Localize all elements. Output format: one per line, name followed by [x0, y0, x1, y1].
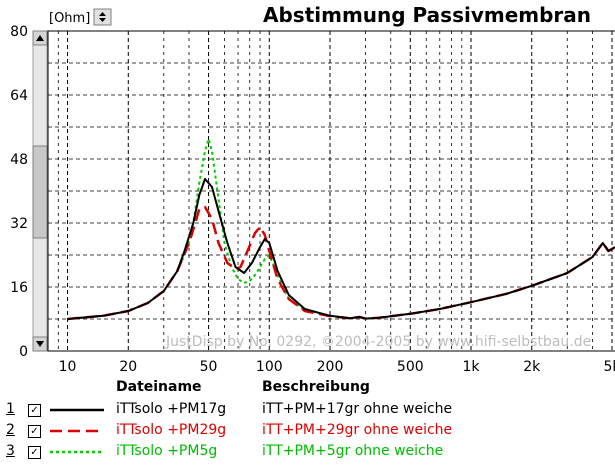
spin-up-icon[interactable] — [99, 12, 106, 16]
legend-line-swatch — [50, 408, 104, 412]
checkbox-icon[interactable]: ✓ — [28, 425, 41, 438]
watermark: JustDisp by No. 0292, ©2004-2005 by www.… — [165, 334, 591, 350]
y-tick-label: 48 — [10, 152, 28, 168]
impedance-chart: Abstimmung Passivmembran [Ohm] JustDisp … — [0, 0, 615, 376]
scrollbar-thumb[interactable] — [32, 145, 48, 239]
legend-index[interactable]: 1 — [6, 401, 15, 417]
legend: Dateiname Beschreibung 1 ✓ iTTsolo +PM17… — [0, 376, 615, 468]
legend-index[interactable]: 2 — [6, 422, 15, 438]
x-tick-labels: 10 20 50 100 200 500 1k 2k 5k — [59, 359, 615, 375]
x-tick-label: 20 — [119, 359, 137, 375]
legend-row[interactable]: 1 ✓ iTTsolo +PM17g iTT+PM+17gr ohne weic… — [0, 401, 615, 421]
chart-background — [0, 0, 615, 376]
x-tick-label: 200 — [317, 359, 344, 375]
x-tick-label: 500 — [397, 359, 424, 375]
y-scrollbar[interactable] — [32, 30, 48, 352]
arrow-up-glyph — [36, 35, 44, 41]
x-tick-label: 10 — [59, 359, 77, 375]
x-tick-label: 50 — [200, 359, 218, 375]
unit-spin-control[interactable] — [93, 8, 112, 26]
legend-row[interactable]: 2 ✓ iTTsolo +PM29g iTT+PM+29gr ohne weic… — [0, 422, 615, 442]
y-tick-labels: 80 64 48 32 16 0 — [10, 24, 28, 360]
legend-header-desc: Beschreibung — [262, 379, 370, 395]
series-lines — [67, 138, 615, 321]
y-tick-label: 16 — [10, 280, 28, 296]
legend-line-swatch — [50, 429, 104, 433]
checkbox-icon[interactable]: ✓ — [28, 446, 41, 459]
legend-index[interactable]: 3 — [6, 443, 15, 459]
y-tick-label: 0 — [19, 344, 28, 360]
spin-arrows-icon[interactable] — [93, 8, 112, 26]
legend-file: iTTsolo +PM17g — [116, 401, 227, 417]
series-line-1 — [67, 178, 615, 320]
legend-row[interactable]: 3 ✓ iTTsolo +PM5g iTT+PM+5gr ohne weiche — [0, 443, 615, 463]
grid-lines — [47, 31, 615, 351]
checkbox-icon[interactable]: ✓ — [28, 404, 41, 417]
y-tick-label: 80 — [10, 24, 28, 40]
legend-header-file: Dateiname — [116, 379, 202, 395]
plot-frame — [47, 30, 615, 352]
x-tick-label: 2k — [523, 359, 541, 375]
x-tick-label: 1k — [463, 359, 481, 375]
legend-line-swatch — [50, 450, 104, 454]
spin-down-icon[interactable] — [99, 18, 106, 22]
legend-file: iTTsolo +PM29g — [116, 422, 227, 438]
x-tick-label: 100 — [256, 359, 283, 375]
y-unit-label: [Ohm] — [49, 11, 90, 26]
x-tick-label: 5k — [604, 359, 615, 375]
chart-title: Abstimmung Passivmembran — [263, 3, 591, 27]
legend-file: iTTsolo +PM5g — [116, 443, 218, 459]
legend-desc: iTT+PM+5gr ohne weiche — [262, 443, 444, 459]
arrow-down-glyph — [36, 341, 44, 347]
y-tick-label: 64 — [10, 88, 28, 104]
legend-desc: iTT+PM+17gr ohne weiche — [262, 401, 453, 417]
legend-desc: iTT+PM+29gr ohne weiche — [262, 422, 453, 438]
y-tick-label: 32 — [10, 216, 28, 232]
